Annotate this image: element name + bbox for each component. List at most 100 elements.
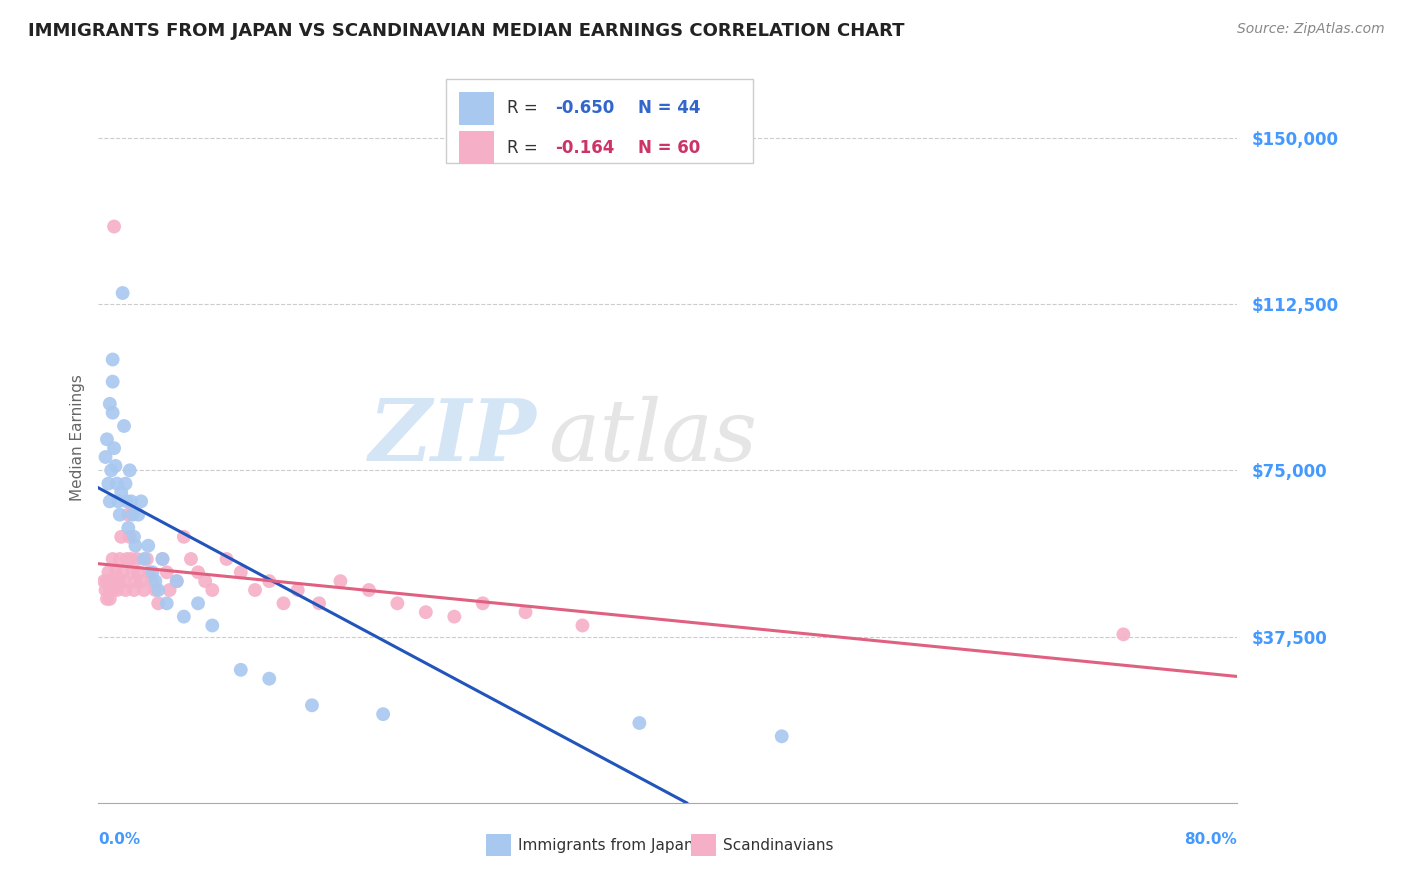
Point bbox=[415, 605, 437, 619]
Point bbox=[124, 539, 146, 553]
Point bbox=[127, 508, 149, 522]
Point bbox=[101, 582, 124, 597]
Point bbox=[187, 566, 209, 580]
Point bbox=[125, 552, 148, 566]
Point bbox=[308, 596, 330, 610]
Point bbox=[94, 450, 117, 464]
Point bbox=[127, 566, 149, 580]
Point bbox=[136, 539, 159, 553]
Point bbox=[148, 596, 170, 610]
Point bbox=[117, 508, 139, 522]
Point bbox=[108, 508, 131, 522]
Text: IMMIGRANTS FROM JAPAN VS SCANDINAVIAN MEDIAN EARNINGS CORRELATION CHART: IMMIGRANTS FROM JAPAN VS SCANDINAVIAN ME… bbox=[28, 22, 904, 40]
Point bbox=[108, 552, 131, 566]
Point bbox=[122, 530, 145, 544]
Text: -0.650: -0.650 bbox=[555, 99, 614, 117]
Point bbox=[120, 552, 142, 566]
Point bbox=[118, 530, 141, 544]
Point bbox=[118, 463, 141, 477]
Text: R =: R = bbox=[508, 138, 543, 157]
Point bbox=[329, 574, 352, 589]
Text: atlas: atlas bbox=[548, 396, 758, 478]
Point bbox=[141, 566, 163, 580]
Point bbox=[101, 352, 124, 367]
Point bbox=[156, 596, 179, 610]
Point bbox=[515, 605, 537, 619]
Point bbox=[132, 552, 155, 566]
Point bbox=[129, 574, 152, 589]
Point bbox=[101, 552, 124, 566]
Point bbox=[628, 716, 651, 731]
Point bbox=[141, 574, 163, 589]
Point bbox=[101, 375, 124, 389]
Text: R =: R = bbox=[508, 99, 543, 117]
Text: Immigrants from Japan: Immigrants from Japan bbox=[517, 838, 693, 853]
Point bbox=[259, 672, 281, 686]
Point bbox=[96, 591, 118, 606]
Point bbox=[115, 552, 138, 566]
Point bbox=[93, 574, 115, 589]
Point bbox=[105, 476, 128, 491]
Text: ZIP: ZIP bbox=[368, 395, 537, 479]
Point bbox=[112, 574, 135, 589]
Point bbox=[112, 419, 135, 434]
Point bbox=[96, 432, 118, 446]
Point bbox=[148, 582, 170, 597]
Text: 0.0%: 0.0% bbox=[98, 832, 141, 847]
Point bbox=[110, 530, 132, 544]
Point bbox=[273, 596, 295, 610]
Point bbox=[117, 521, 139, 535]
Point bbox=[98, 494, 121, 508]
Point bbox=[105, 582, 128, 597]
Point bbox=[215, 552, 238, 566]
Point bbox=[132, 582, 155, 597]
Point bbox=[259, 574, 281, 589]
Point bbox=[166, 574, 188, 589]
Point bbox=[229, 663, 252, 677]
Point bbox=[129, 494, 152, 508]
Point bbox=[111, 285, 134, 300]
Text: -0.164: -0.164 bbox=[555, 138, 614, 157]
Point bbox=[104, 458, 127, 473]
Point bbox=[194, 574, 217, 589]
Point bbox=[145, 582, 167, 597]
Point bbox=[152, 552, 174, 566]
Point bbox=[187, 596, 209, 610]
Point bbox=[114, 476, 136, 491]
Point bbox=[229, 566, 252, 580]
Point bbox=[103, 219, 125, 234]
Point bbox=[104, 566, 127, 580]
Point bbox=[180, 552, 202, 566]
FancyBboxPatch shape bbox=[446, 78, 754, 163]
Point bbox=[97, 476, 120, 491]
Point bbox=[101, 406, 124, 420]
Point bbox=[111, 566, 134, 580]
FancyBboxPatch shape bbox=[690, 834, 716, 856]
Point bbox=[152, 552, 174, 566]
Point bbox=[373, 707, 395, 722]
Point bbox=[357, 582, 380, 597]
Point bbox=[98, 582, 121, 597]
Text: N = 60: N = 60 bbox=[638, 138, 700, 157]
Point bbox=[122, 582, 145, 597]
Point bbox=[98, 397, 121, 411]
Point bbox=[301, 698, 323, 713]
Point bbox=[287, 582, 309, 597]
Point bbox=[138, 566, 160, 580]
Point bbox=[243, 582, 266, 597]
Y-axis label: Median Earnings: Median Earnings bbox=[69, 374, 84, 500]
Point bbox=[471, 596, 494, 610]
Point bbox=[107, 494, 129, 508]
Point bbox=[100, 463, 122, 477]
Point bbox=[98, 591, 121, 606]
Point bbox=[770, 729, 793, 743]
Point bbox=[100, 574, 122, 589]
Point bbox=[120, 494, 142, 508]
Point bbox=[103, 441, 125, 455]
Text: Scandinavians: Scandinavians bbox=[723, 838, 832, 853]
Point bbox=[173, 609, 195, 624]
Point bbox=[94, 582, 117, 597]
Point bbox=[115, 494, 138, 508]
Text: Source: ZipAtlas.com: Source: ZipAtlas.com bbox=[1237, 22, 1385, 37]
FancyBboxPatch shape bbox=[460, 92, 494, 125]
